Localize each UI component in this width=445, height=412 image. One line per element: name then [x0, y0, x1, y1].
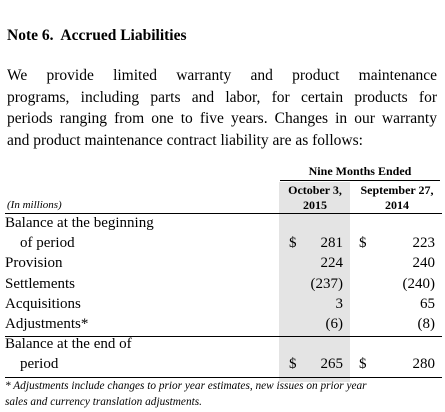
column-header: September 27,	[360, 183, 434, 197]
footnote-line: sales and currency translation adjustmen…	[5, 396, 202, 408]
rule	[5, 213, 442, 214]
cell-value: 223	[412, 235, 436, 252]
cell-value: 65	[420, 295, 435, 312]
row-label: Acquisitions	[5, 295, 81, 312]
row-label: Settlements	[5, 275, 75, 292]
cell-value: (237)	[310, 275, 344, 292]
column-header: October 3,	[288, 183, 342, 197]
row-label: of period	[20, 235, 75, 252]
note-title: Note 6. Accrued Liabilities	[7, 27, 187, 44]
paragraph-line: We provide limited warranty and product …	[7, 67, 437, 84]
paragraph-line: and product maintenance contract liabili…	[7, 132, 363, 150]
currency-symbol: $	[289, 235, 297, 252]
cell-value: 281	[320, 235, 344, 252]
units-label: (In millions)	[7, 199, 62, 211]
footnote-line: * Adjustments include changes to prior y…	[5, 380, 367, 392]
column-header: 2015	[303, 198, 327, 212]
paragraph-line: programs, including parts and labor, for…	[7, 88, 437, 106]
currency-symbol: $	[359, 235, 367, 252]
cell-value: 265	[320, 356, 344, 373]
row-label: Provision	[5, 255, 63, 272]
rule	[280, 180, 440, 181]
currency-symbol: $	[359, 356, 367, 373]
column-header: 2014	[385, 198, 409, 212]
cell-value: 3	[335, 295, 344, 312]
cell-value: (240)	[402, 275, 436, 292]
cell-value: 240	[412, 255, 436, 272]
cell-value: (6)	[325, 316, 344, 332]
cell-value: 280	[412, 356, 436, 373]
paragraph-line: periods ranging from one to five years. …	[7, 110, 437, 128]
rule	[5, 336, 442, 337]
period-header: Nine Months Ended	[308, 164, 412, 178]
cell-value: 224	[320, 255, 344, 272]
highlight-column	[279, 182, 350, 382]
rule	[5, 377, 442, 378]
currency-symbol: $	[289, 356, 297, 373]
row-label: period	[20, 356, 59, 373]
row-label: Balance at the beginning	[5, 215, 154, 231]
row-label: Balance at the end of	[5, 336, 132, 353]
row-label: Adjustments*	[5, 316, 89, 332]
cell-value: (8)	[417, 316, 436, 332]
